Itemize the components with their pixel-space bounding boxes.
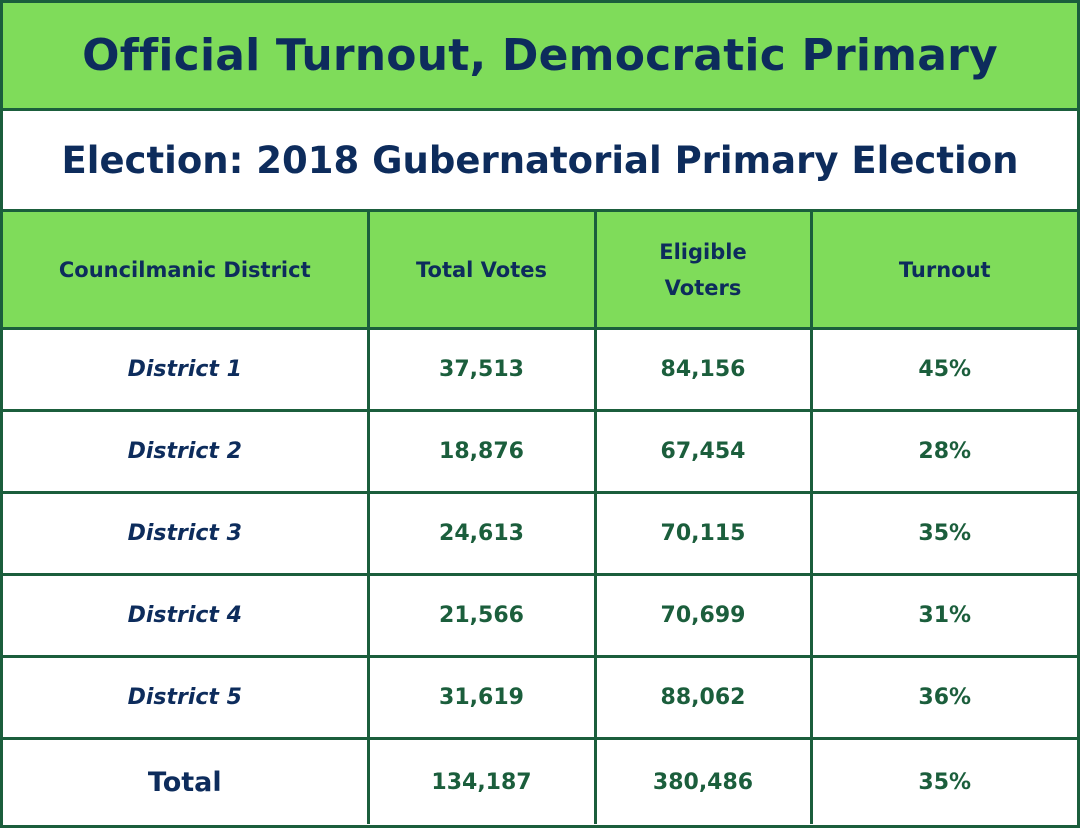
eligible-voters-cell: 67,454 [593, 409, 813, 494]
header-district: Councilmanic District [3, 212, 370, 330]
eligible-voters-cell: 70,699 [593, 573, 813, 658]
header-total-votes: Total Votes [366, 212, 597, 330]
total-label: Total [3, 737, 370, 824]
header-eligible-voters: Eligible Voters [593, 212, 813, 330]
turnout-cell: 36% [809, 655, 1077, 740]
table-row: District 3 24,613 70,115 35% [3, 491, 1077, 576]
header-turnout: Turnout [809, 212, 1077, 330]
turnout-cell: 31% [809, 573, 1077, 658]
total-votes-cell: 31,619 [366, 655, 597, 740]
eligible-voters-cell: 70,115 [593, 491, 813, 576]
total-votes-cell: 21,566 [366, 573, 597, 658]
district-cell: District 3 [3, 491, 370, 576]
total-votes-cell: 37,513 [366, 327, 597, 412]
table-row: District 4 21,566 70,699 31% [3, 573, 1077, 658]
header-eligible-line2: Voters [664, 275, 742, 300]
title-band: Official Turnout, Democratic Primary [3, 3, 1077, 111]
district-cell: District 5 [3, 655, 370, 740]
table-row: District 5 31,619 88,062 36% [3, 655, 1077, 740]
table-header-row: Councilmanic District Total Votes Eligib… [3, 212, 1077, 330]
total-votes-cell: 24,613 [366, 491, 597, 576]
table-row: District 2 18,876 67,454 28% [3, 409, 1077, 494]
eligible-voters-sum: 380,486 [593, 737, 813, 824]
turnout-cell: 45% [809, 327, 1077, 412]
district-cell: District 4 [3, 573, 370, 658]
turnout-cell: 28% [809, 409, 1077, 494]
header-eligible-line1: Eligible [659, 239, 747, 264]
election-subtitle: Election: 2018 Gubernatorial Primary Ele… [61, 138, 1019, 182]
eligible-voters-cell: 88,062 [593, 655, 813, 740]
district-cell: District 1 [3, 327, 370, 412]
total-row: Total 134,187 380,486 35% [3, 737, 1077, 824]
table-row: District 1 37,513 84,156 45% [3, 327, 1077, 412]
page-title: Official Turnout, Democratic Primary [82, 30, 998, 81]
total-votes-sum: 134,187 [366, 737, 597, 824]
turnout-total: 35% [809, 737, 1077, 824]
district-cell: District 2 [3, 409, 370, 494]
turnout-cell: 35% [809, 491, 1077, 576]
total-votes-cell: 18,876 [366, 409, 597, 494]
turnout-table: Councilmanic District Total Votes Eligib… [3, 212, 1077, 824]
eligible-voters-cell: 84,156 [593, 327, 813, 412]
subtitle-band: Election: 2018 Gubernatorial Primary Ele… [3, 111, 1077, 212]
